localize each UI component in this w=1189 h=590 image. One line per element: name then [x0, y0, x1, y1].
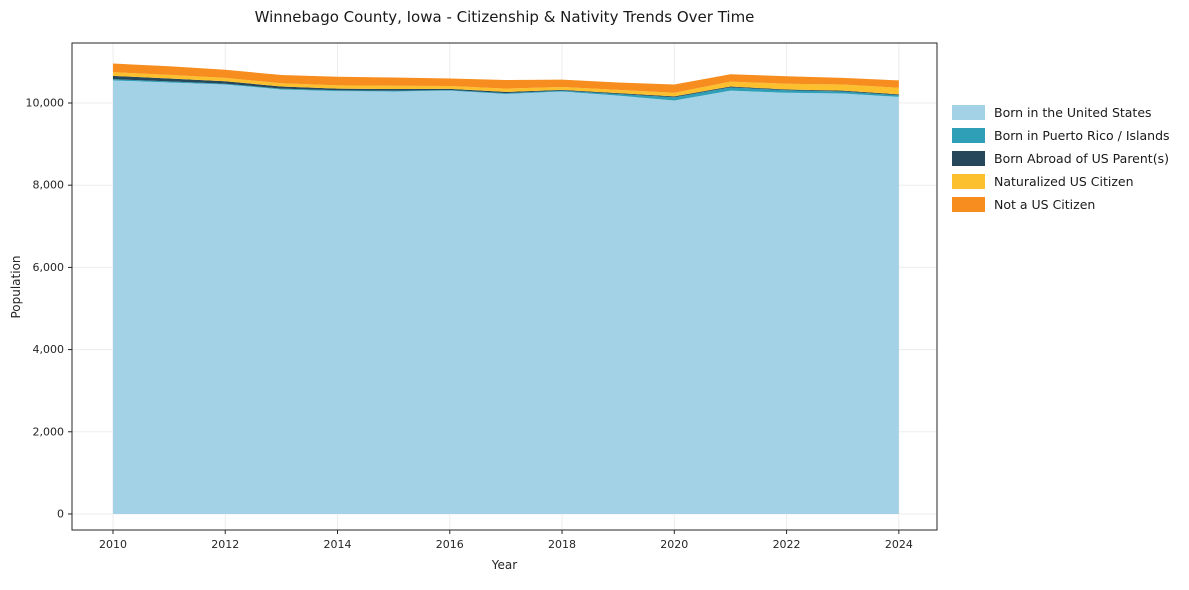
y-tick-label: 10,000 — [26, 97, 65, 110]
legend-swatch — [952, 196, 985, 212]
x-tick-label: 2018 — [548, 538, 576, 551]
chart-title: Winnebago County, Iowa - Citizenship & N… — [254, 8, 755, 26]
legend-item: Not a US Citizen — [952, 196, 1170, 212]
area-series — [112, 63, 899, 93]
legend-label: Not a US Citizen — [994, 196, 1096, 212]
y-tick-label: 8,000 — [33, 179, 65, 192]
area-series — [112, 79, 899, 101]
x-tick-label: 2012 — [211, 538, 239, 551]
legend-swatch — [952, 104, 985, 120]
legend-swatch — [952, 150, 985, 166]
x-tick-label: 2010 — [99, 538, 127, 551]
area-series — [112, 75, 899, 98]
y-tick-label: 4,000 — [33, 343, 65, 356]
y-tick-label: 0 — [57, 507, 64, 520]
legend-item: Born in Puerto Rico / Islands — [952, 127, 1170, 143]
legend-item: Born Abroad of US Parent(s) — [952, 150, 1170, 166]
legend-label: Born in the United States — [994, 104, 1152, 120]
y-axis-label: Population — [9, 255, 23, 319]
x-tick-label: 2022 — [773, 538, 801, 551]
x-tick-label: 2024 — [885, 538, 913, 551]
area-series — [112, 72, 899, 97]
x-axis-label: Year — [491, 558, 518, 572]
legend-label: Born in Puerto Rico / Islands — [994, 127, 1170, 143]
legend-item: Naturalized US Citizen — [952, 173, 1170, 189]
y-tick-label: 2,000 — [33, 425, 65, 438]
legend-label: Naturalized US Citizen — [994, 173, 1134, 189]
area-series — [112, 80, 899, 514]
x-tick-label: 2020 — [660, 538, 688, 551]
legend-swatch — [952, 173, 985, 189]
x-tick-label: 2014 — [324, 538, 352, 551]
legend-label: Born Abroad of US Parent(s) — [994, 150, 1169, 166]
legend-item: Born in the United States — [952, 104, 1170, 120]
x-tick-label: 2016 — [436, 538, 464, 551]
plot-border — [71, 42, 938, 531]
legend-swatch — [952, 127, 985, 143]
legend: Born in the United States Born in Puerto … — [952, 104, 1170, 212]
y-tick-label: 6,000 — [33, 261, 65, 274]
